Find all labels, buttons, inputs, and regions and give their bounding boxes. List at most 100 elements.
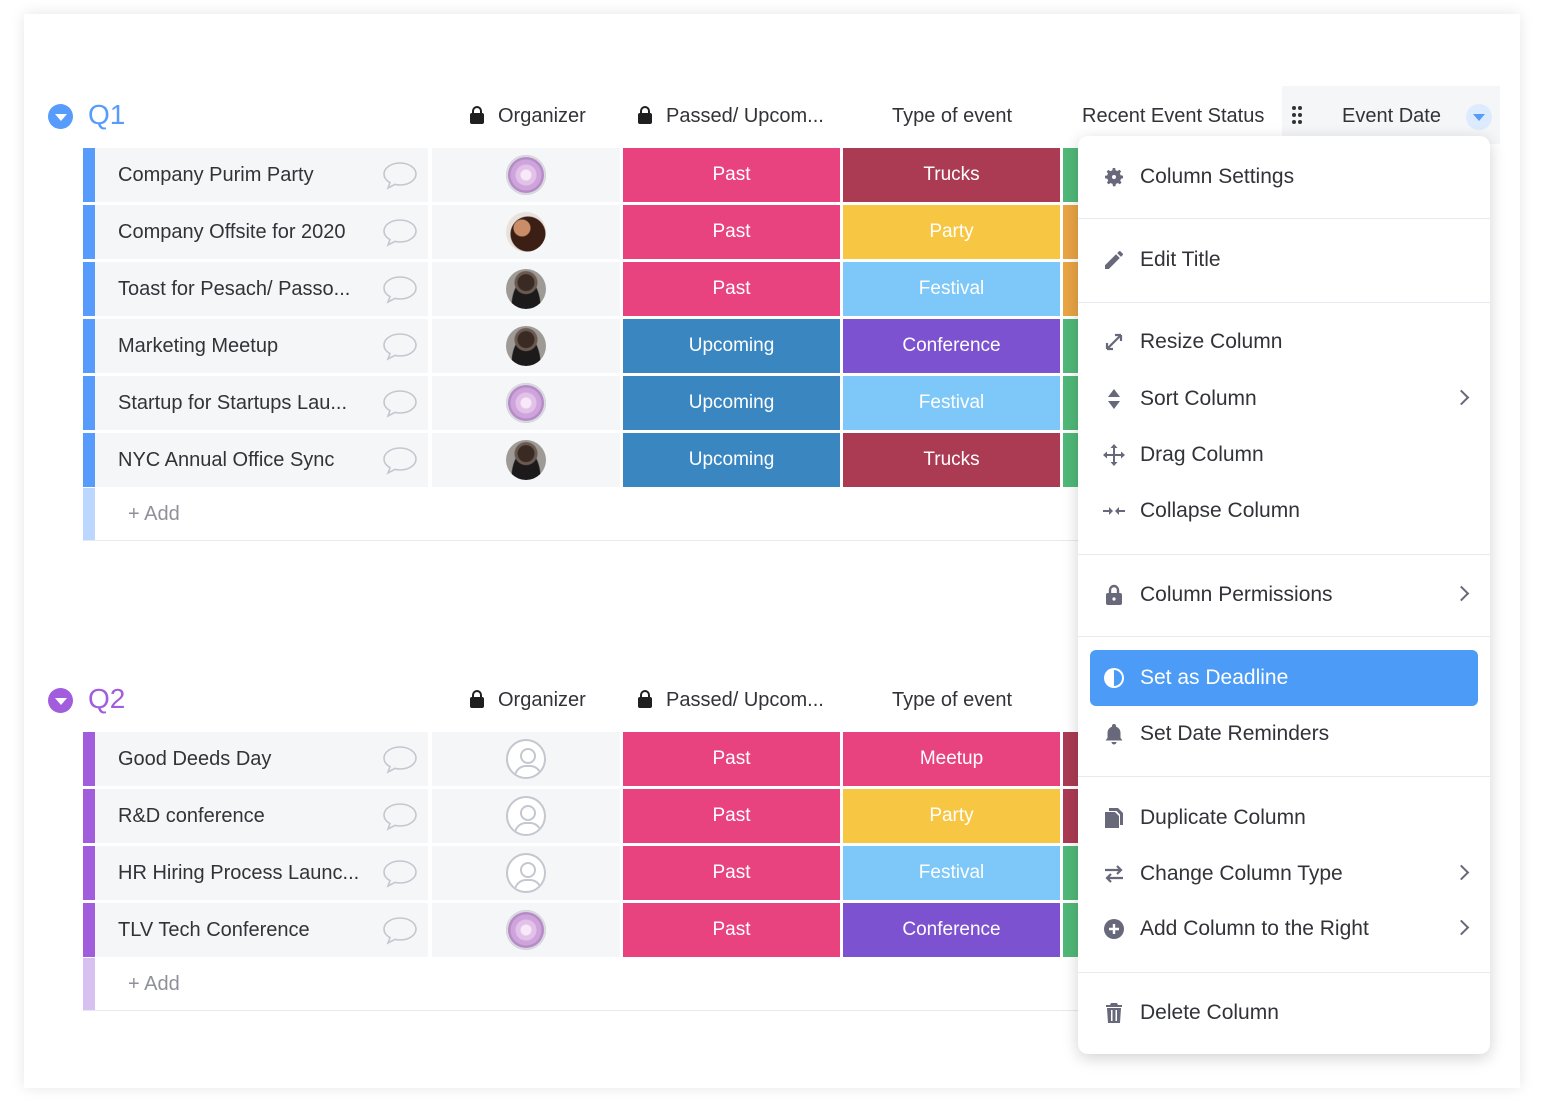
dark-hair-avatar[interactable] [506,440,546,480]
type-of-event-status[interactable]: Meetup [843,732,1060,786]
item-name-cell[interactable]: Company Offsite for 2020 [95,205,428,259]
column-header-organizer[interactable]: Organizer [470,684,586,716]
item-name[interactable]: R&D conference [118,805,265,827]
item-name-cell[interactable]: Marketing Meetup [95,319,428,373]
item-name-cell[interactable]: Good Deeds Day [95,732,428,786]
type-of-event-status[interactable]: Conference [843,319,1060,373]
add-item-label[interactable]: + Add [128,973,180,995]
empty-avatar[interactable] [506,853,546,893]
item-name-cell[interactable]: Toast for Pesach/ Passo... [95,262,428,316]
column-header-passed-upcoming[interactable]: Passed/ Upcom... [638,684,824,716]
organizer-cell[interactable] [432,319,620,373]
type-of-event-status[interactable]: Trucks [843,433,1060,487]
table-row[interactable]: Startup for Startups Lau... Upcoming Fes… [83,376,1093,430]
passed-upcoming-status[interactable]: Upcoming [623,433,840,487]
table-row[interactable]: TLV Tech Conference Past Conference [83,903,1093,957]
comment-bubble-icon[interactable] [382,388,418,418]
column-header-organizer[interactable]: Organizer [470,100,586,132]
flower-avatar[interactable] [506,383,546,423]
passed-upcoming-status[interactable]: Past [623,148,840,202]
table-row[interactable]: Company Offsite for 2020 Past Party [83,205,1093,259]
comment-bubble-icon[interactable] [382,744,418,774]
menu-item-change-column-type[interactable]: Change Column Type [1078,849,1490,899]
item-name[interactable]: Startup for Startups Lau... [118,392,348,414]
organizer-cell[interactable] [432,789,620,843]
organizer-cell[interactable] [432,205,620,259]
curly-hair-avatar[interactable] [506,212,546,252]
item-name[interactable]: TLV Tech Conference [118,919,310,941]
item-name[interactable]: NYC Annual Office Sync [118,449,335,471]
type-of-event-status[interactable]: Party [843,205,1060,259]
item-name[interactable]: Toast for Pesach/ Passo... [118,278,351,300]
item-name[interactable]: Marketing Meetup [118,335,279,357]
table-row[interactable]: Company Purim Party Past Trucks [83,148,1093,202]
empty-avatar[interactable] [506,739,546,779]
comment-bubble-icon[interactable] [382,274,418,304]
organizer-cell[interactable] [432,376,620,430]
item-name-cell[interactable]: R&D conference [95,789,428,843]
column-header-passed-upcoming[interactable]: Passed/ Upcom... [638,100,824,132]
menu-item-duplicate-column[interactable]: Duplicate Column [1078,793,1490,843]
add-item-label[interactable]: + Add [128,503,180,525]
organizer-cell[interactable] [432,846,620,900]
passed-upcoming-status[interactable]: Past [623,903,840,957]
passed-upcoming-status[interactable]: Upcoming [623,376,840,430]
passed-upcoming-status[interactable]: Past [623,846,840,900]
item-name[interactable]: HR Hiring Process Launc... [118,862,360,884]
column-header-type-of-event[interactable]: Type of event [892,105,1013,127]
dark-hair-avatar[interactable] [506,326,546,366]
organizer-cell[interactable] [432,903,620,957]
passed-upcoming-status[interactable]: Past [623,205,840,259]
flower-avatar[interactable] [506,155,546,195]
type-of-event-status[interactable]: Festival [843,262,1060,316]
flower-avatar[interactable] [506,910,546,950]
item-name[interactable]: Company Purim Party [118,164,314,186]
organizer-cell[interactable] [432,732,620,786]
menu-item-sort-column[interactable]: Sort Column [1078,374,1490,424]
comment-bubble-icon[interactable] [382,331,418,361]
item-name-cell[interactable]: TLV Tech Conference [95,903,428,957]
organizer-cell[interactable] [432,262,620,316]
comment-bubble-icon[interactable] [382,217,418,247]
menu-item-set-as-deadline[interactable]: Set as Deadline [1090,650,1478,706]
comment-bubble-icon[interactable] [382,160,418,190]
type-of-event-status[interactable]: Festival [843,846,1060,900]
table-row[interactable]: NYC Annual Office Sync Upcoming Trucks [83,433,1093,487]
table-row[interactable]: Good Deeds Day Past Meetup [83,732,1093,786]
menu-item-delete-column[interactable]: Delete Column [1078,988,1490,1038]
passed-upcoming-status[interactable]: Upcoming [623,319,840,373]
table-row[interactable]: Marketing Meetup Upcoming Conference [83,319,1093,373]
menu-item-collapse-column[interactable]: Collapse Column [1078,486,1490,536]
drag-handle-icon[interactable] [1291,105,1303,127]
item-name-cell[interactable]: HR Hiring Process Launc... [95,846,428,900]
type-of-event-status[interactable]: Party [843,789,1060,843]
add-item-row[interactable]: + Add [83,958,1083,1011]
item-name-cell[interactable]: Company Purim Party [95,148,428,202]
group-title[interactable]: Q2 [88,683,126,714]
comment-bubble-icon[interactable] [382,915,418,945]
menu-item-resize-column[interactable]: Resize Column [1078,317,1490,367]
comment-bubble-icon[interactable] [382,858,418,888]
table-row[interactable]: HR Hiring Process Launc... Past Festival [83,846,1093,900]
item-name[interactable]: Good Deeds Day [118,748,272,770]
column-header-event-date[interactable]: Event Date [1282,86,1500,144]
menu-item-column-settings[interactable]: Column Settings [1078,152,1490,202]
menu-item-edit-title[interactable]: Edit Title [1078,235,1490,285]
collapse-group-chevron-icon[interactable] [48,104,73,129]
column-menu-chevron-down-icon[interactable] [1466,104,1492,130]
organizer-cell[interactable] [432,148,620,202]
type-of-event-status[interactable]: Trucks [843,148,1060,202]
item-name-cell[interactable]: Startup for Startups Lau... [95,376,428,430]
column-header-recent-event-status[interactable]: Recent Event Status [1082,105,1265,127]
passed-upcoming-status[interactable]: Past [623,732,840,786]
table-row[interactable]: R&D conference Past Party [83,789,1093,843]
dark-hair-avatar[interactable] [506,269,546,309]
type-of-event-status[interactable]: Festival [843,376,1060,430]
table-row[interactable]: Toast for Pesach/ Passo... Past Festival [83,262,1093,316]
menu-item-column-permissions[interactable]: Column Permissions [1078,570,1490,620]
item-name-cell[interactable]: NYC Annual Office Sync [95,433,428,487]
group-title[interactable]: Q1 [88,99,126,130]
type-of-event-status[interactable]: Conference [843,903,1060,957]
menu-item-set-date-reminders[interactable]: Set Date Reminders [1078,709,1490,759]
empty-avatar[interactable] [506,796,546,836]
